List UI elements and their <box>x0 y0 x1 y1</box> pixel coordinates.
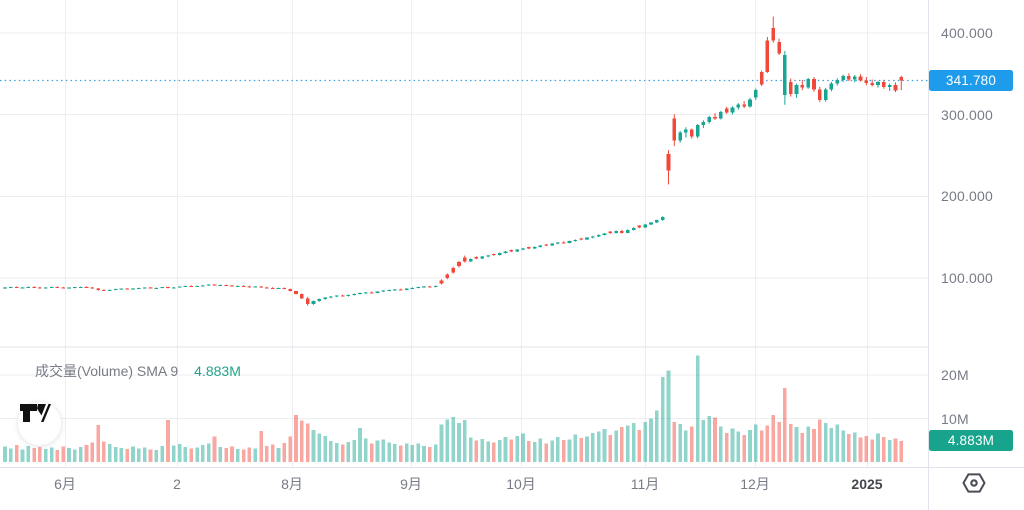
time-tick-label: 10月 <box>506 476 536 492</box>
volume-tick-label: 10M <box>941 410 969 427</box>
gear-icon <box>962 473 986 493</box>
price-tick-label: 300.000 <box>941 106 994 123</box>
volume-bars <box>3 355 904 462</box>
price-tick-label: 400.000 <box>941 24 994 41</box>
time-tick-label: 9月 <box>400 476 422 492</box>
tradingview-logo-icon <box>20 404 51 422</box>
time-tick-label: 2025 <box>851 476 883 492</box>
volume-legend-label: 成交量(Volume) SMA 9 <box>35 363 179 379</box>
time-tick-label: 12月 <box>740 476 770 492</box>
volume-sma-badge-value: 4.883M <box>947 433 995 449</box>
volume-legend: 成交量(Volume) SMA 9 4.883M <box>35 361 241 381</box>
last-price-value: 341.780 <box>945 72 997 88</box>
volume-sma-value: 4.883M <box>194 363 241 379</box>
time-tick-label: 2 <box>173 476 181 492</box>
price-tick-label: 100.000 <box>941 270 994 286</box>
tradingview-logo[interactable] <box>17 401 62 446</box>
volume-tick-label: 20M <box>941 367 969 383</box>
time-tick-label: 6月 <box>54 476 76 492</box>
gridlines <box>0 0 928 468</box>
last-price-badge: 341.780 <box>929 69 1013 91</box>
volume-sma-badge: 4.883M <box>929 430 1013 452</box>
candlestick-series <box>3 16 904 306</box>
price-tick-label: 200.000 <box>941 188 994 205</box>
time-tick-label: 8月 <box>281 476 303 492</box>
time-tick-label: 11月 <box>630 476 660 492</box>
chart-settings-button[interactable] <box>962 471 994 499</box>
